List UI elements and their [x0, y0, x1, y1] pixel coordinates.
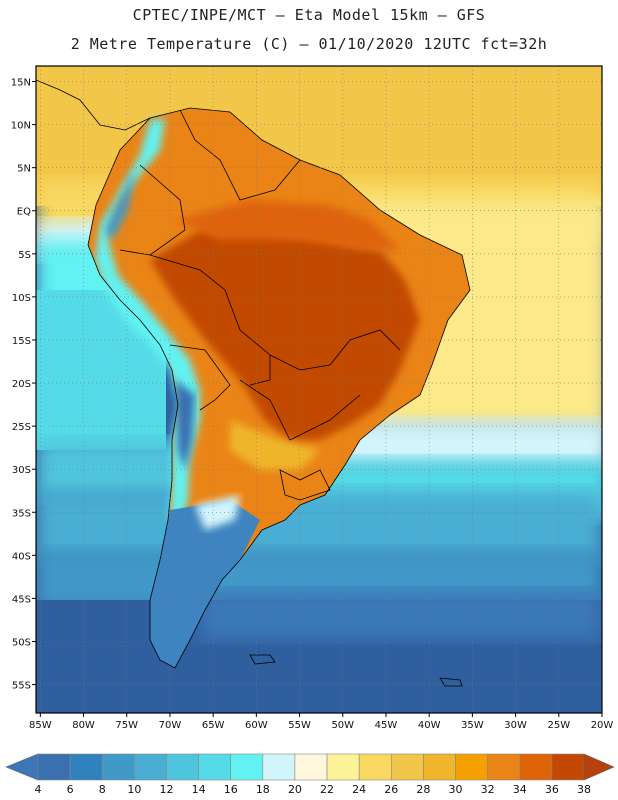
colorbar-label: 12 — [159, 783, 173, 796]
lon-tick-label: 40W — [418, 720, 441, 731]
latitude-axis: 15N 10N 5N EQ 5S 10S 15S 20S 25S 30S 35S 40S 45S 50S 5… — [11, 78, 36, 692]
colorbar-label: 16 — [224, 783, 238, 796]
lon-tick-label: 85W — [29, 720, 52, 731]
colorbar-label: 24 — [352, 783, 366, 796]
lat-tick-label: 15N — [11, 78, 31, 89]
colorbar-swatch — [262, 753, 296, 781]
lat-tick-label: 25S — [12, 422, 31, 433]
lat-tick-label: 55S — [12, 681, 31, 692]
lat-tick-label: 5N — [17, 164, 31, 175]
lat-tick-label: 30S — [12, 465, 31, 476]
colorbar-swatch — [101, 753, 135, 781]
colorbar-low-arrow — [5, 753, 39, 781]
colorbar-label: 20 — [288, 783, 302, 796]
lat-tick-label: 35S — [12, 508, 31, 519]
lat-tick-label: 45S — [12, 594, 31, 605]
colorbar-label: 22 — [320, 783, 334, 796]
colorbar-swatch — [487, 753, 521, 781]
lon-tick-label: 60W — [245, 720, 268, 731]
colorbar-swatch — [358, 753, 392, 781]
colorbar-label: 10 — [127, 783, 141, 796]
temperature-field — [36, 66, 602, 713]
colorbar-label: 30 — [449, 783, 463, 796]
colorbar-label: 38 — [577, 783, 591, 796]
colorbar-label: 14 — [192, 783, 206, 796]
colorbar-label: 6 — [67, 783, 74, 796]
colorbar-label: 34 — [513, 783, 527, 796]
lon-tick-label: 50W — [331, 720, 354, 731]
colorbar-label: 36 — [545, 783, 559, 796]
lon-tick-label: 45W — [375, 720, 398, 731]
lat-tick-label: 40S — [12, 551, 31, 562]
colorbar-swatch — [69, 753, 103, 781]
title-line-2: 2 Metre Temperature (C) – 01/10/2020 12U… — [70, 35, 548, 53]
lon-tick-label: 35W — [461, 720, 484, 731]
lon-tick-label: 70W — [159, 720, 182, 731]
colorbar-label: 28 — [416, 783, 430, 796]
colorbar-swatch — [134, 753, 167, 781]
colorbar-swatch — [294, 753, 328, 781]
colorbar: 4 6 8 10 12 14 16 18 20 22 24 26 28 30 32 34 36 38 — [5, 753, 615, 796]
colorbar-swatch — [455, 753, 488, 781]
lat-tick-label: 50S — [12, 637, 31, 648]
colorbar-swatch — [326, 753, 360, 781]
lon-tick-label: 65W — [202, 720, 225, 731]
lat-tick-label: 10S — [12, 293, 31, 304]
colorbar-label: 26 — [384, 783, 398, 796]
colorbar-swatch — [519, 753, 553, 781]
coastlines — [36, 79, 471, 687]
colorbar-swatch — [390, 753, 424, 781]
longitude-axis: 85W 80W 75W 70W 65W 60W 55W 50W 45W 40W 35W 30W 25W 2… — [29, 713, 613, 731]
colorbar-swatch — [551, 753, 585, 781]
colorbar-label: 32 — [481, 783, 495, 796]
colorbar-label: 8 — [99, 783, 106, 796]
colorbar-swatch — [198, 753, 232, 781]
colorbar-swatch — [37, 753, 71, 781]
lat-tick-label: 5S — [18, 250, 31, 261]
andes-cold-ridge — [95, 118, 200, 520]
colorbar-label: 4 — [35, 783, 42, 796]
lon-tick-label: 75W — [115, 720, 138, 731]
lat-tick-label: 15S — [12, 336, 31, 347]
lon-tick-label: 25W — [547, 720, 570, 731]
colorbar-swatch — [230, 753, 264, 781]
title-line-1: CPTEC/INPE/MCT – Eta Model 15km – GFS — [132, 6, 486, 24]
lon-tick-label: 80W — [72, 720, 95, 731]
colorbar-swatch — [423, 753, 456, 781]
colorbar-swatch — [166, 753, 199, 781]
colorbar-label: 18 — [256, 783, 270, 796]
patagonia — [150, 500, 260, 668]
lon-tick-label: 20W — [591, 720, 614, 731]
map-frame — [35, 65, 603, 714]
lon-tick-label: 55W — [288, 720, 311, 731]
lat-tick-label: 20S — [12, 379, 31, 390]
lat-tick-label: 10N — [11, 121, 31, 132]
colorbar-high-arrow — [583, 753, 615, 781]
lon-tick-label: 30W — [504, 720, 527, 731]
lat-tick-label: EQ — [17, 207, 31, 218]
